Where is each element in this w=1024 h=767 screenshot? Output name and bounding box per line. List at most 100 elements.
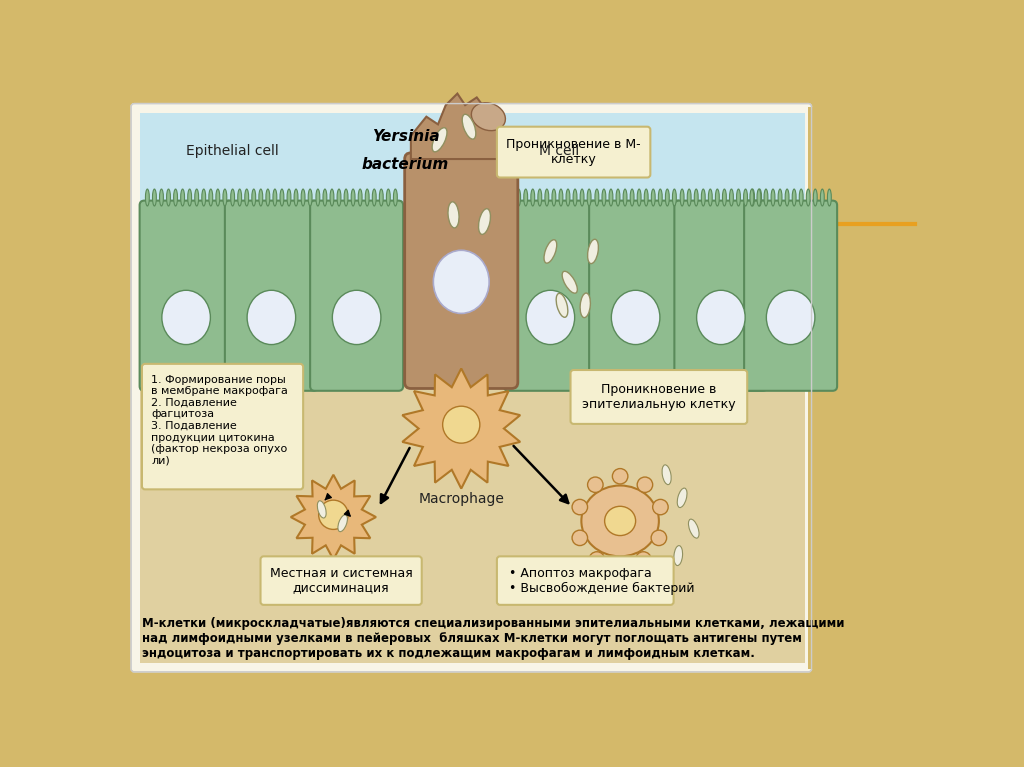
Ellipse shape [820,189,824,206]
FancyBboxPatch shape [570,370,748,424]
Text: bacterium: bacterium [361,157,450,173]
FancyBboxPatch shape [404,153,518,389]
FancyBboxPatch shape [497,556,674,605]
FancyBboxPatch shape [131,104,812,672]
Ellipse shape [758,189,762,206]
Ellipse shape [245,189,249,206]
Ellipse shape [526,290,574,344]
FancyBboxPatch shape [142,364,303,489]
Ellipse shape [709,189,713,206]
Ellipse shape [566,189,570,206]
Text: Yersinia: Yersinia [372,129,439,143]
Ellipse shape [604,506,636,535]
Ellipse shape [316,189,319,206]
Ellipse shape [636,551,651,567]
Ellipse shape [287,189,291,206]
Ellipse shape [658,189,663,206]
Ellipse shape [344,189,348,206]
FancyBboxPatch shape [744,201,838,391]
Ellipse shape [673,189,676,206]
Ellipse shape [612,558,628,573]
Ellipse shape [766,290,815,344]
FancyBboxPatch shape [497,127,650,177]
Ellipse shape [471,103,506,130]
Ellipse shape [637,477,652,492]
Ellipse shape [723,189,726,206]
Ellipse shape [813,189,817,206]
Ellipse shape [433,250,489,314]
FancyBboxPatch shape [675,201,767,391]
Text: Macrophage: Macrophage [419,492,504,506]
Bar [809,107,915,669]
Ellipse shape [174,189,177,206]
Ellipse shape [462,114,476,139]
Ellipse shape [318,500,348,529]
Ellipse shape [736,189,740,206]
Ellipse shape [333,290,381,344]
Ellipse shape [688,519,699,538]
Ellipse shape [351,189,355,206]
Ellipse shape [209,189,213,206]
Ellipse shape [663,465,671,485]
Ellipse shape [337,189,341,206]
Ellipse shape [273,189,276,206]
Text: M cell: M cell [539,144,579,158]
Ellipse shape [247,290,296,344]
Ellipse shape [317,501,327,518]
Ellipse shape [572,530,588,545]
Ellipse shape [793,189,796,206]
Text: Проникновение в M-
клетку: Проникновение в M- клетку [506,138,641,166]
Ellipse shape [195,189,199,206]
Ellipse shape [651,530,667,545]
Ellipse shape [160,189,164,206]
Ellipse shape [432,127,447,152]
FancyBboxPatch shape [139,201,232,391]
Bar [139,113,805,382]
Ellipse shape [630,189,634,206]
Ellipse shape [510,189,514,206]
Ellipse shape [379,189,383,206]
Ellipse shape [167,189,170,206]
Ellipse shape [595,189,599,206]
Ellipse shape [180,189,184,206]
Text: 1. Формирование поры
в мембране макрофага
2. Подавление
фагцитоза
3. Подавление
: 1. Формирование поры в мембране макрофаг… [152,374,288,466]
Text: Местная и системная
диссиминация: Местная и системная диссиминация [269,567,413,594]
Ellipse shape [827,189,831,206]
Ellipse shape [651,189,655,206]
Ellipse shape [589,551,604,567]
Ellipse shape [301,189,305,206]
Ellipse shape [750,189,754,206]
Ellipse shape [538,189,542,206]
Ellipse shape [680,189,684,206]
Ellipse shape [644,189,648,206]
Ellipse shape [806,189,810,206]
Ellipse shape [582,486,658,556]
Ellipse shape [757,189,761,206]
Ellipse shape [442,407,480,443]
Ellipse shape [696,290,745,344]
Ellipse shape [259,189,263,206]
Ellipse shape [716,189,719,206]
Ellipse shape [478,209,490,235]
Ellipse shape [562,272,578,293]
Ellipse shape [701,189,706,206]
Ellipse shape [386,189,390,206]
Ellipse shape [609,189,613,206]
Ellipse shape [358,189,362,206]
Ellipse shape [338,515,347,532]
Ellipse shape [751,189,755,206]
Ellipse shape [216,189,220,206]
Ellipse shape [666,189,670,206]
Ellipse shape [624,189,627,206]
Polygon shape [411,94,512,159]
Ellipse shape [611,290,659,344]
Ellipse shape [308,189,312,206]
FancyBboxPatch shape [504,201,597,391]
Ellipse shape [153,189,157,206]
Ellipse shape [447,202,459,228]
Ellipse shape [545,189,549,206]
Ellipse shape [556,293,568,318]
Ellipse shape [187,189,191,206]
Ellipse shape [764,189,768,206]
Ellipse shape [330,189,334,206]
